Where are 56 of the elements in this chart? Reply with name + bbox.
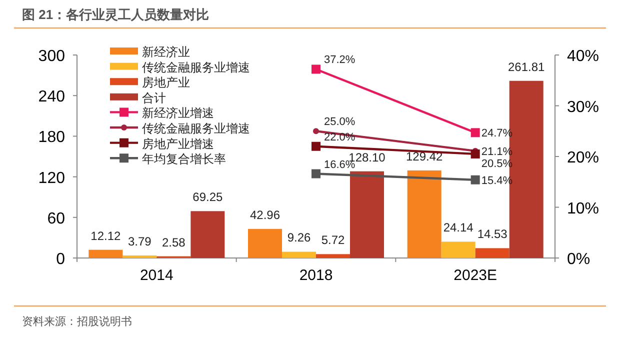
bar bbox=[190, 211, 225, 258]
data-label: 42.96 bbox=[250, 208, 280, 222]
y2-tick-label: 40% bbox=[567, 48, 600, 65]
data-label: 5.72 bbox=[321, 233, 345, 248]
y-tick-label: 300 bbox=[38, 48, 66, 65]
point bbox=[312, 169, 320, 178]
y2-tick-label: 10% bbox=[567, 200, 600, 218]
legend-label: 房地产业增速 bbox=[142, 136, 214, 151]
data-label: 9.26 bbox=[287, 230, 311, 245]
point bbox=[312, 142, 320, 151]
legend-label: 新经济业增速 bbox=[142, 106, 214, 120]
bar bbox=[248, 228, 282, 258]
bar bbox=[475, 248, 510, 258]
bar bbox=[407, 170, 442, 258]
chart-title: 图 21：各行业灵工人员数量对比 bbox=[22, 7, 210, 22]
data-label: 22.0% bbox=[324, 131, 356, 144]
bar bbox=[122, 255, 157, 258]
data-label: 3.79 bbox=[128, 234, 152, 248]
data-label: 2.58 bbox=[162, 235, 186, 250]
y-tick-label: 180 bbox=[38, 129, 66, 146]
point bbox=[470, 149, 480, 158]
y-tick-label: 120 bbox=[38, 170, 66, 187]
legend-label: 传统金融服务业增速 bbox=[142, 60, 250, 74]
bar bbox=[350, 171, 384, 258]
x-tick-label: 2018 bbox=[299, 267, 333, 284]
point bbox=[313, 128, 319, 134]
legend-label: 传统金融服务业增速 bbox=[142, 122, 250, 136]
data-label: 37.2% bbox=[324, 54, 356, 66]
point bbox=[470, 128, 480, 138]
legend-label: 新经济业 bbox=[142, 45, 190, 59]
bar bbox=[441, 242, 476, 258]
data-label: 129.42 bbox=[406, 149, 444, 164]
data-label: 25.0% bbox=[324, 116, 356, 128]
bar bbox=[282, 252, 316, 258]
y2-tick-label: 0% bbox=[567, 251, 590, 268]
point bbox=[312, 64, 320, 74]
x-tick-label: 2014 bbox=[140, 267, 174, 284]
y-tick-label: 0 bbox=[56, 251, 66, 268]
data-label: 12.12 bbox=[90, 228, 122, 243]
data-label: 261.81 bbox=[508, 60, 546, 74]
y-tick-label: 60 bbox=[47, 210, 66, 228]
y2-tick-label: 30% bbox=[567, 98, 600, 116]
bar bbox=[316, 254, 350, 258]
legend-label: 年均复合增长率 bbox=[142, 152, 226, 166]
bar bbox=[88, 250, 123, 258]
legend-label: 房地产业 bbox=[142, 76, 190, 90]
data-label: 69.25 bbox=[192, 190, 224, 204]
data-label: 16.6% bbox=[324, 158, 356, 171]
data-label: 24.14 bbox=[443, 220, 474, 235]
y-tick-label: 240 bbox=[38, 88, 66, 106]
data-label: 14.53 bbox=[477, 227, 508, 242]
legend-label: 合计 bbox=[142, 90, 166, 105]
point bbox=[470, 175, 480, 184]
x-tick-label: 2023E bbox=[454, 267, 498, 284]
y2-tick-label: 20% bbox=[567, 150, 600, 166]
text: 资料来源：招股说明书 bbox=[22, 315, 132, 328]
